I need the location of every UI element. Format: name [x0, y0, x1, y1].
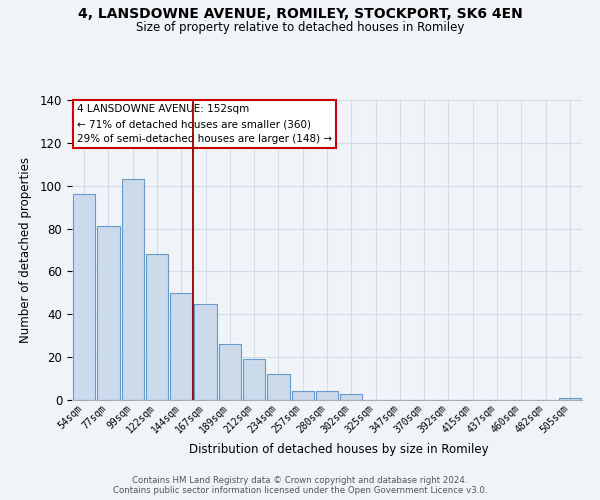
Bar — [267, 374, 290, 400]
Bar — [559, 398, 581, 400]
Text: Size of property relative to detached houses in Romiley: Size of property relative to detached ho… — [136, 21, 464, 34]
Text: Distribution of detached houses by size in Romiley: Distribution of detached houses by size … — [189, 442, 489, 456]
Text: 4 LANSDOWNE AVENUE: 152sqm
← 71% of detached houses are smaller (360)
29% of sem: 4 LANSDOWNE AVENUE: 152sqm ← 71% of deta… — [77, 104, 332, 144]
Bar — [292, 392, 314, 400]
Bar — [316, 392, 338, 400]
Bar — [73, 194, 95, 400]
Bar — [194, 304, 217, 400]
Y-axis label: Number of detached properties: Number of detached properties — [19, 157, 32, 343]
Bar — [122, 180, 144, 400]
Text: 4, LANSDOWNE AVENUE, ROMILEY, STOCKPORT, SK6 4EN: 4, LANSDOWNE AVENUE, ROMILEY, STOCKPORT,… — [77, 8, 523, 22]
Bar — [97, 226, 119, 400]
Bar — [218, 344, 241, 400]
Bar — [146, 254, 168, 400]
Bar — [170, 293, 193, 400]
Text: Contains public sector information licensed under the Open Government Licence v3: Contains public sector information licen… — [113, 486, 487, 495]
Bar — [243, 360, 265, 400]
Bar — [340, 394, 362, 400]
Text: Contains HM Land Registry data © Crown copyright and database right 2024.: Contains HM Land Registry data © Crown c… — [132, 476, 468, 485]
